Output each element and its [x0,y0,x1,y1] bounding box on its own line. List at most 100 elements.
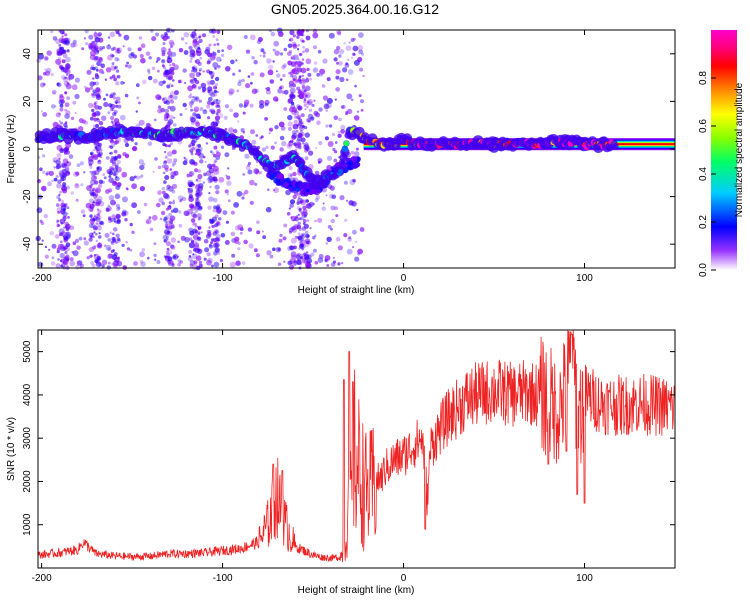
noise-point [168,218,174,224]
noise-point [210,121,216,127]
noise-point [162,235,168,240]
noise-point [76,260,83,266]
noise-point [273,189,276,192]
noise-point [269,79,275,84]
snr-y-label: SNR (10 * v/v) [6,417,17,481]
noise-point [60,264,63,268]
noise-point [243,34,248,40]
noise-point [113,77,117,82]
noise-point [300,199,307,206]
noise-point [268,64,274,70]
colorbar-ticks: 0.0 0.2 0.4 0.6 0.8 [698,71,716,277]
noise-point [73,42,78,48]
noise-point [165,194,171,200]
noise-point [115,81,120,86]
noise-point [306,203,312,209]
noise-point [336,61,339,65]
noise-point [107,261,111,265]
noise-point [60,209,66,215]
noise-point [255,171,259,175]
noise-point [93,175,97,180]
noise-point [208,167,215,174]
noise-point [42,112,48,117]
noise-point [192,248,197,252]
noise-point [303,100,306,104]
noise-point [97,33,102,37]
noise-point [112,249,115,252]
noise-point [347,237,352,242]
noise-point [214,115,221,121]
noise-point [94,66,99,70]
snr-series-line [37,329,676,563]
noise-point [237,224,244,231]
noise-point [262,235,266,240]
snr-chart: -200 -100 0 100 1000 2000 3000 4000 5000 Height… [6,329,676,596]
noise-point [165,33,168,37]
noise-point [96,195,103,202]
noise-point [161,50,166,55]
noise-point [274,141,277,145]
noise-point [199,56,203,60]
noise-point [151,214,158,221]
noise-point [126,188,129,191]
noise-point [298,207,302,211]
noise-point [343,42,346,45]
noise-point [92,225,98,231]
noise-point [95,232,98,236]
noise-point [162,42,166,46]
noise-point [197,225,202,230]
noise-point [224,104,229,109]
noise-point [189,79,193,83]
noise-point [39,219,43,223]
noise-point [44,56,49,61]
noise-point [63,173,67,177]
noise-point [109,76,113,80]
noise-point [288,71,292,75]
noise-point [59,29,65,35]
noise-point [109,94,114,99]
noise-point [300,113,305,118]
noise-point [92,47,98,53]
noise-point [84,87,91,93]
noise-point [157,165,162,170]
noise-point [168,201,172,205]
noise-point [56,221,59,224]
noise-point [214,82,218,87]
noise-point [194,222,197,226]
noise-point [206,259,212,266]
noise-point [95,144,102,151]
noise-point [135,110,138,113]
noise-point [341,104,346,110]
noise-point [108,170,114,176]
noise-point [76,245,81,250]
noise-point [173,255,177,259]
noise-point [298,75,302,79]
noise-point [194,79,200,85]
noise-point [345,78,349,82]
noise-point [225,220,229,224]
noise-point [287,51,292,56]
noise-point [117,104,122,109]
noise-point [71,250,75,254]
noise-point [191,66,195,70]
noise-point [166,121,172,127]
noise-point [171,262,175,266]
noise-point [325,109,328,112]
noise-point [167,95,174,101]
noise-point [227,199,231,203]
noise-point [238,103,244,108]
noise-point [249,179,255,186]
noise-point [301,77,306,82]
noise-point [230,210,235,215]
noise-point [340,129,345,134]
noise-point [247,75,251,78]
noise-point [249,200,254,205]
noise-point [89,254,93,258]
noise-point [112,227,118,232]
noise-point [98,179,104,184]
noise-point [116,207,120,212]
noise-point [215,86,218,89]
noise-point [350,38,355,42]
noise-point [190,152,194,156]
noise-point [305,35,311,41]
